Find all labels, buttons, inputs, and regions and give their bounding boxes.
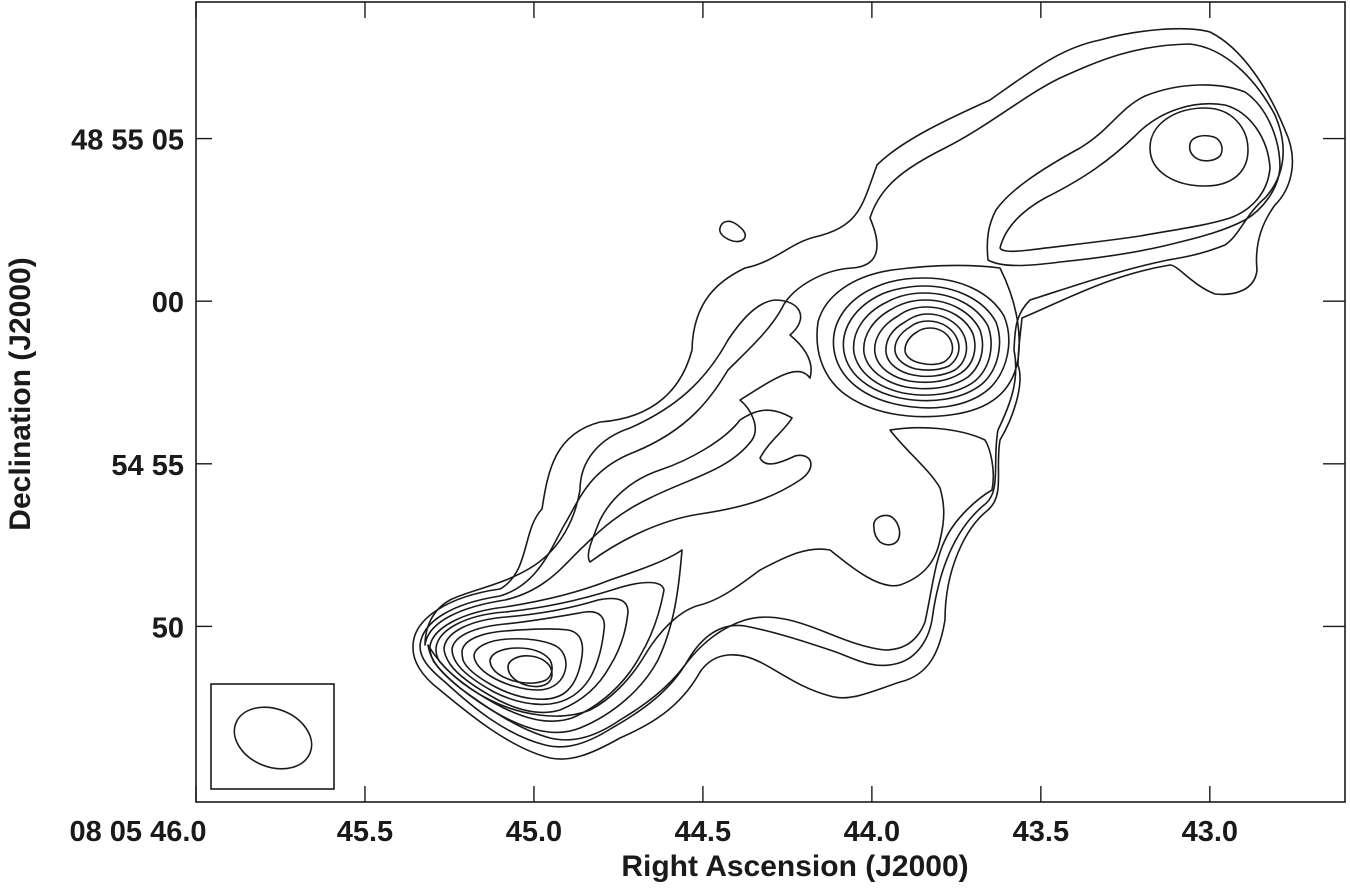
contour-level-3-middle bbox=[587, 409, 812, 563]
x-tick-label: 44.0 bbox=[844, 816, 900, 848]
compact-knot bbox=[872, 514, 901, 546]
y-tick-label: 54 55 bbox=[111, 450, 184, 482]
contour-level-4-north bbox=[999, 102, 1271, 253]
hotspot-sw-ring-7 bbox=[451, 610, 606, 706]
beam-inset-box bbox=[210, 683, 335, 790]
x-tick-label: 43.5 bbox=[1013, 816, 1069, 848]
x-tick-label: 45.5 bbox=[337, 816, 393, 848]
core-ring-7 bbox=[885, 313, 968, 378]
core-ring-2 bbox=[832, 277, 1010, 409]
y-axis-ticks: 50 54 55 00 48 55 05 bbox=[71, 125, 1345, 644]
core-ring-8 bbox=[894, 320, 960, 371]
core-ring-3 bbox=[842, 285, 1001, 402]
contour-level-2-envelope bbox=[419, 43, 1284, 748]
contour-level-4-south bbox=[429, 549, 683, 734]
hotspot-sw-ring-9 bbox=[473, 637, 567, 691]
y-tick-label: 00 bbox=[152, 287, 184, 319]
beam-inset bbox=[210, 683, 335, 790]
core-ring-5 bbox=[863, 299, 984, 390]
core-ring-6 bbox=[873, 306, 976, 384]
plot-frame bbox=[195, 1, 1346, 803]
x-tick-label: 45.0 bbox=[506, 816, 562, 848]
hotspot-sw-ring-10 bbox=[489, 647, 553, 684]
hotspot-sw-ring-8 bbox=[461, 628, 584, 701]
x-tick-label: 08 05 46.0 bbox=[69, 816, 206, 848]
x-axis-label: Right Ascension (J2000) bbox=[621, 850, 968, 883]
y-axis-label: Declination (J2000) bbox=[4, 257, 37, 530]
contour-level-1-envelope bbox=[412, 27, 1294, 760]
core-ring-4 bbox=[852, 292, 992, 396]
beam-ellipse bbox=[233, 706, 313, 770]
hotspot-sw-peak bbox=[507, 655, 553, 688]
core-ring-9 bbox=[904, 327, 954, 366]
hotspot-sw-ring-6 bbox=[443, 597, 629, 714]
hotspot-ne-ring-5 bbox=[1149, 107, 1249, 187]
x-axis-ticks: 08 05 46.0 45.5 45.0 44.5 44.0 43.5 43.0 bbox=[69, 2, 1238, 848]
isolated-blob bbox=[718, 220, 747, 243]
contour-level-3-south-tail bbox=[427, 426, 995, 741]
contour-level-3-north bbox=[986, 84, 1281, 267]
y-tick-label: 48 55 05 bbox=[71, 125, 184, 157]
contours bbox=[412, 27, 1294, 760]
x-tick-label: 43.0 bbox=[1182, 816, 1238, 848]
y-tick-label: 50 bbox=[152, 612, 184, 644]
hotspot-sw-ring-5 bbox=[435, 581, 665, 722]
core-ring-1 bbox=[816, 264, 1020, 418]
hotspot-ne-peak bbox=[1188, 134, 1223, 162]
contour-level-3-south bbox=[424, 299, 812, 646]
x-tick-label: 44.5 bbox=[675, 816, 731, 848]
